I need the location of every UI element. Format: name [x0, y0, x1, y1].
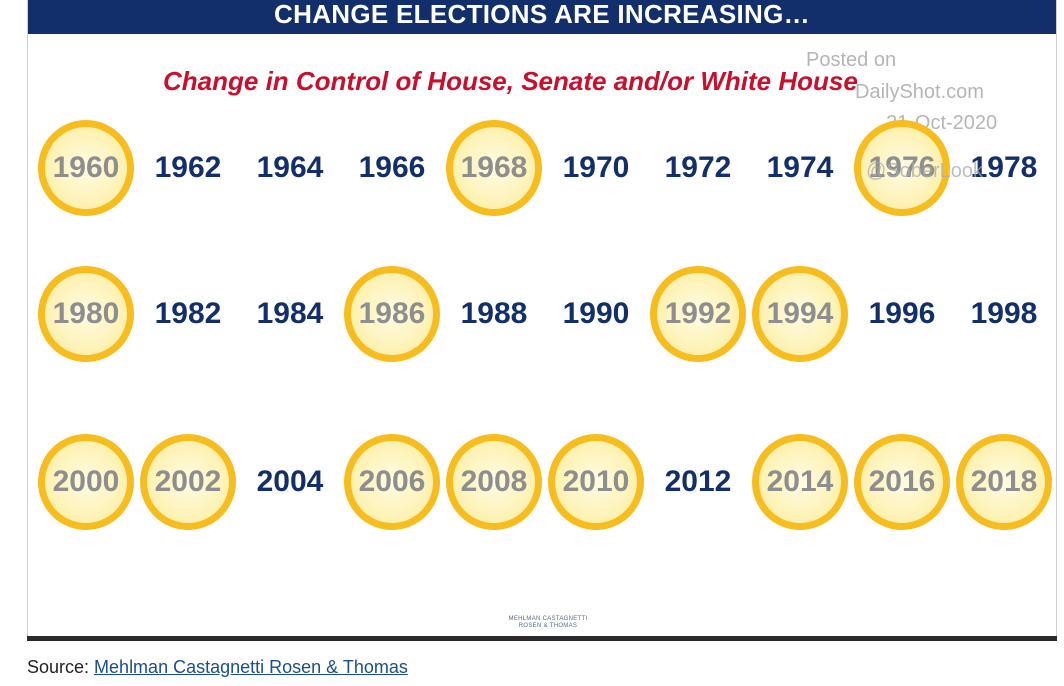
change-circle-marker [344, 266, 440, 362]
source-link[interactable]: Mehlman Castagnetti Rosen & Thomas [94, 657, 408, 677]
change-circle-marker [548, 434, 644, 530]
year-label: 1984 [256, 297, 324, 330]
year-label: 2014 [766, 465, 834, 498]
year-label: 2006 [358, 465, 426, 498]
year-cell-change: 2008 [446, 434, 542, 530]
watermark-posted: Posted on [806, 49, 897, 71]
year-cell-change: 1980 [38, 266, 134, 362]
year-cell-no-change: 1966 [344, 120, 440, 216]
year-cell-change: 2014 [752, 434, 848, 530]
year-cell-change: 2000 [38, 434, 134, 530]
year-label: 2004 [256, 465, 324, 498]
year-label: 1990 [562, 297, 630, 330]
year-label: 2018 [970, 465, 1038, 498]
year-cell-no-change: 2012 [650, 434, 746, 530]
year-cell-change: 1986 [344, 266, 440, 362]
year-label: 1988 [460, 297, 528, 330]
year-cell-change: 1960 [38, 120, 134, 216]
year-label: 1992 [664, 297, 732, 330]
year-cell-no-change: 1988 [446, 266, 542, 362]
year-cell-no-change: 1962 [140, 120, 236, 216]
year-label: 1960 [52, 151, 120, 184]
year-label: 1962 [154, 151, 222, 184]
change-circle-marker [38, 266, 134, 362]
year-cell-no-change: 1998 [956, 266, 1052, 362]
infographic-frame: CHANGE ELECTIONS ARE INCREASING… Change … [27, 0, 1057, 640]
change-circle-marker [854, 120, 950, 216]
change-circle-marker [344, 434, 440, 530]
frame-bottom-border [27, 636, 1057, 641]
year-label: 1982 [154, 297, 222, 330]
year-cell-change: 1968 [446, 120, 542, 216]
header-title: CHANGE ELECTIONS ARE INCREASING… [28, 0, 1056, 34]
change-circle-marker [956, 434, 1052, 530]
logo-line-1: Mehlman Castagnetti [508, 616, 588, 622]
year-cell-no-change: 1964 [242, 120, 338, 216]
year-cell-change: 1994 [752, 266, 848, 362]
year-cell-change: 2002 [140, 434, 236, 530]
logo: Mehlman Castagnetti Rosen & Thomas [498, 616, 598, 630]
year-label: 2000 [52, 465, 120, 498]
change-circle-marker [854, 434, 950, 530]
year-cell-change: 2006 [344, 434, 440, 530]
year-cell-change: 2018 [956, 434, 1052, 530]
year-label: 1976 [868, 151, 936, 184]
change-circle-marker [752, 434, 848, 530]
year-label: 1966 [358, 151, 426, 184]
year-cell-no-change: 1974 [752, 120, 848, 216]
year-label: 1996 [868, 297, 936, 330]
change-circle-marker [38, 434, 134, 530]
year-label: 1994 [766, 297, 834, 330]
year-cell-no-change: 1990 [548, 266, 644, 362]
logo-line-2: Rosen & Thomas [518, 623, 578, 629]
year-label: 1964 [256, 151, 324, 184]
source-line: Source: Mehlman Castagnetti Rosen & Thom… [27, 657, 408, 678]
year-label: 2012 [664, 465, 732, 498]
year-cell-no-change: 1984 [242, 266, 338, 362]
change-circle-marker [650, 266, 746, 362]
year-cell-no-change: 1978 [956, 120, 1052, 216]
year-cell-no-change: 1970 [548, 120, 644, 216]
year-label: 1974 [766, 151, 834, 184]
year-label: 1978 [970, 151, 1038, 184]
year-cell-no-change: 2004 [242, 434, 338, 530]
year-label: 2002 [154, 465, 222, 498]
year-label: 1998 [970, 297, 1038, 330]
change-circle-marker [446, 434, 542, 530]
year-cell-change: 2016 [854, 434, 950, 530]
year-label: 1972 [664, 151, 732, 184]
watermark-site: DailyShot.com [855, 81, 984, 103]
year-label: 1980 [52, 297, 120, 330]
year-label: 1986 [358, 297, 426, 330]
change-circle-marker [140, 434, 236, 530]
subtitle: Change in Control of House, Senate and/o… [163, 66, 858, 96]
year-label: 1968 [460, 151, 528, 184]
change-circle-marker [38, 120, 134, 216]
source-prefix: Source: [27, 657, 95, 677]
year-label: 2008 [460, 465, 528, 498]
year-cell-change: 1992 [650, 266, 746, 362]
year-cell-no-change: 1972 [650, 120, 746, 216]
year-cell-no-change: 1982 [140, 266, 236, 362]
year-label: 2016 [868, 465, 936, 498]
year-label: 2010 [562, 465, 630, 498]
year-label: 1970 [562, 151, 630, 184]
year-cell-no-change: 1996 [854, 266, 950, 362]
watermark-handle: @SoberLook [866, 160, 984, 182]
change-circle-marker [752, 266, 848, 362]
year-cell-change: 1976 [854, 120, 950, 216]
year-cell-change: 2010 [548, 434, 644, 530]
change-circle-marker [446, 120, 542, 216]
